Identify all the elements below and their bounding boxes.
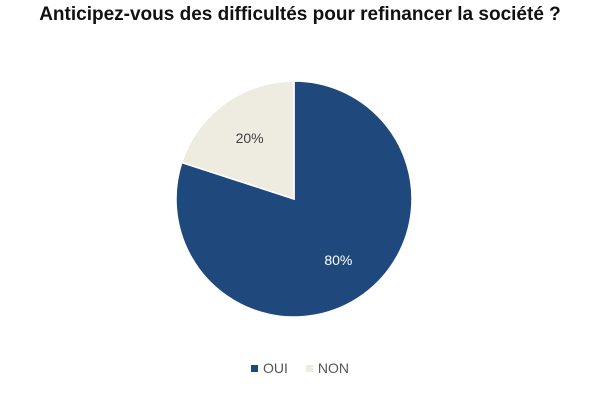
data-label-oui: 80% bbox=[324, 252, 352, 268]
legend-item-non: NON bbox=[305, 360, 349, 376]
legend-item-oui: OUI bbox=[250, 360, 288, 376]
legend-label-oui: OUI bbox=[262, 360, 288, 376]
legend: OUI NON bbox=[0, 360, 600, 376]
legend-label-non: NON bbox=[317, 360, 349, 376]
data-label-non: 20% bbox=[236, 130, 264, 146]
pie-slice-non bbox=[180, 80, 295, 201]
pie-slice-oui bbox=[175, 80, 413, 318]
chart-title: Anticipez-vous des difficultés pour refi… bbox=[39, 4, 561, 25]
legend-swatch-oui bbox=[250, 364, 258, 372]
legend-swatch-non bbox=[305, 364, 313, 372]
